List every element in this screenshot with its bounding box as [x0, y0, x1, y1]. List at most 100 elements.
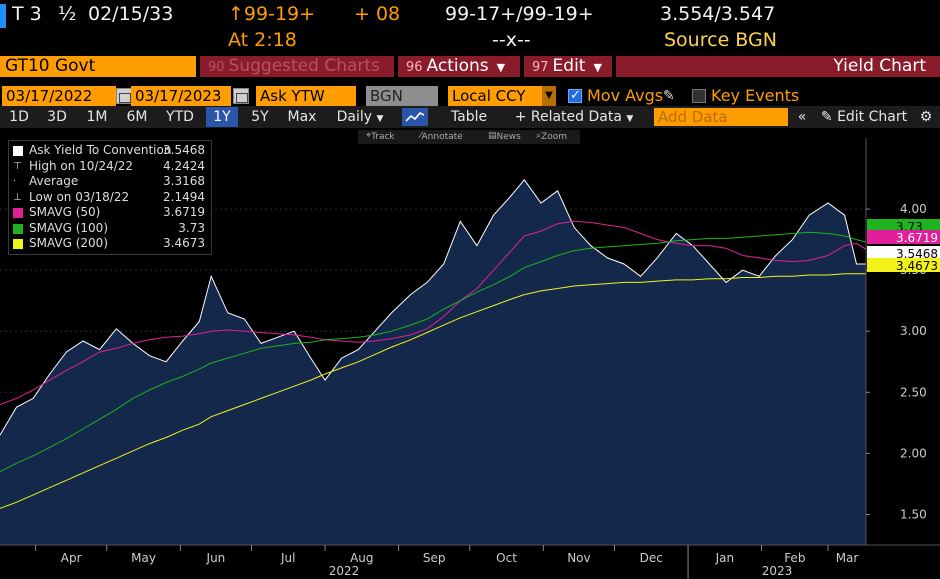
legend-label: SMAVG (50)	[29, 205, 101, 219]
legend-swatch	[13, 146, 23, 156]
quote-header: T 3 ½ 02/15/33 ↑99-19+ + 08 99-17+/99-19…	[0, 0, 940, 54]
date-dash: -	[121, 86, 127, 105]
y-tick-label: 4.00	[900, 202, 927, 216]
annotate-tool[interactable]: ⁄ Annotate	[420, 131, 463, 142]
security-field[interactable]: GT10 Govt	[0, 56, 196, 77]
mov-avgs-checkbox[interactable]	[568, 87, 582, 103]
track-tool[interactable]: ⌖ Track	[366, 131, 395, 142]
chevron-down-icon: ▼	[376, 114, 384, 124]
legend-value: 3.73	[178, 220, 205, 235]
related-data-label: + Related Data	[514, 109, 622, 125]
news-tool[interactable]: ▤ News	[488, 131, 521, 142]
value-tag-label: 3.6719	[896, 231, 938, 245]
legend-value: 4.2424	[163, 158, 205, 173]
legend-swatch	[13, 239, 23, 249]
key-events-checkbox[interactable]	[692, 89, 706, 103]
x-tick-label: Sep	[423, 551, 446, 565]
collapse-icon[interactable]: «	[797, 109, 807, 125]
legend-item[interactable]: SMAVG (50) 3.6719	[13, 205, 207, 221]
range-6m[interactable]: 6M	[126, 109, 148, 125]
field-select[interactable]: Ask YTW	[256, 86, 356, 106]
related-data-button[interactable]: + Related Data ▼	[508, 107, 640, 127]
range-toolbar: 1D 3D 1M 6M YTD 1Y 5Y Max Daily ▼ Table …	[0, 106, 940, 128]
x-tick-label: Dec	[640, 551, 663, 565]
currency-select[interactable]: Local CCY ▼	[448, 86, 556, 106]
actions-label: Actions	[426, 56, 489, 76]
legend-item[interactable]: ⊤ High on 10/24/22 4.2424	[13, 159, 207, 175]
legend-value: 3.4673	[163, 236, 205, 250]
suggested-label: Suggested Charts	[228, 56, 380, 76]
legend-value: 3.3168	[163, 174, 205, 188]
value-tag	[867, 230, 940, 244]
legend-value: 3.5468	[163, 143, 205, 157]
bid-ask-price: 99-17+/99-19+	[445, 3, 594, 25]
start-date-field[interactable]: 03/17/2022	[2, 86, 116, 106]
suggested-charts-button[interactable]: 90 Suggested Charts	[200, 56, 394, 77]
y-tick-label: 1.50	[900, 507, 927, 521]
legend-label: Ask Yield To Convention	[29, 143, 172, 157]
yield-line	[0, 178, 866, 436]
table-button[interactable]: Table	[450, 109, 488, 125]
year-label-2022: 2022	[329, 564, 360, 578]
line-chart-icon[interactable]	[402, 108, 428, 126]
end-date-field[interactable]: 03/17/2023	[131, 86, 231, 106]
ticker: T 3	[12, 3, 42, 25]
legend-item[interactable]: · Average 3.3168	[13, 174, 207, 190]
track-label: Track	[371, 132, 395, 142]
y-tick-label: 2.00	[900, 446, 927, 460]
quote-source: Source BGN	[664, 29, 777, 51]
legend-item[interactable]: SMAVG (200) 3.4673	[13, 236, 207, 252]
legend-label: SMAVG (100)	[29, 220, 109, 235]
smavg-line-2	[0, 231, 867, 473]
range-1d[interactable]: 1D	[9, 109, 29, 125]
smavg-line-1	[0, 220, 867, 405]
x-tick-label: Jun	[206, 551, 226, 565]
add-data-input[interactable]: Add Data	[654, 108, 788, 126]
frequency-select[interactable]: Daily ▼	[328, 107, 392, 127]
x-tick-label: Feb	[784, 551, 805, 565]
bid-ask-yield: 3.554/3.547	[660, 3, 776, 25]
x-tick-label: May	[131, 551, 156, 565]
pencil-icon[interactable]: ✎	[663, 88, 675, 104]
edit-button[interactable]: 97 Edit ▼	[524, 56, 612, 77]
chevron-down-icon: ▼	[593, 61, 602, 74]
edit-chart-button[interactable]: ✎ Edit Chart	[816, 107, 912, 127]
chevron-down-icon: ▼	[542, 86, 556, 106]
range-5y[interactable]: 5Y	[251, 109, 269, 125]
actions-num: 96	[406, 60, 423, 75]
year-label-2023: 2023	[762, 564, 793, 578]
quote-size: --x--	[492, 29, 531, 51]
range-ytd[interactable]: YTD	[166, 109, 194, 125]
legend-label: Average	[29, 174, 79, 188]
gear-icon[interactable]: ⚙	[919, 109, 933, 125]
actions-button[interactable]: 96 Actions ▼	[398, 56, 520, 77]
pencil-icon: ✎	[820, 109, 833, 125]
legend-label: High on 10/24/22	[29, 158, 134, 173]
news-label: News	[496, 132, 521, 142]
range-max[interactable]: Max	[287, 109, 317, 125]
range-1y[interactable]: 1Y	[206, 107, 238, 127]
source-field[interactable]: BGN	[366, 86, 438, 106]
legend-item[interactable]: SMAVG (100) 3.73	[13, 221, 207, 237]
security-row: GT10 Govt 90 Suggested Charts 96 Actions ▼ …	[0, 54, 940, 78]
legend-swatch: ⊥	[13, 191, 22, 203]
legend-item[interactable]: ⊥ Low on 03/18/22 2.1494	[13, 190, 207, 206]
zoom-tool[interactable]: ⌕ Zoom	[536, 131, 567, 142]
calendar-icon[interactable]	[233, 88, 249, 104]
x-tick-label: Aug	[350, 551, 373, 565]
legend-value: 3.6719	[163, 205, 205, 219]
annotate-label: Annotate	[421, 132, 463, 142]
range-3d[interactable]: 3D	[47, 109, 67, 125]
chevron-down-icon: ▼	[626, 114, 634, 124]
legend-value: 2.1494	[163, 189, 205, 204]
value-tag	[867, 258, 940, 272]
chart-tools-bar: ⌖ Track ⁄ Annotate ▤ News ⌕ Zoom	[358, 130, 580, 144]
x-tick-label: Jan	[715, 551, 735, 565]
key-events-label: Key Events	[711, 86, 800, 105]
legend-item[interactable]: Ask Yield To Convention 3.5468	[13, 143, 207, 159]
zoom-label: Zoom	[541, 132, 567, 142]
edit-label: Edit	[552, 56, 586, 76]
range-1m[interactable]: 1M	[86, 109, 108, 125]
chart-legend: Ask Yield To Convention 3.5468 ⊤ High on 10…	[8, 140, 212, 255]
legend-swatch	[13, 208, 23, 218]
